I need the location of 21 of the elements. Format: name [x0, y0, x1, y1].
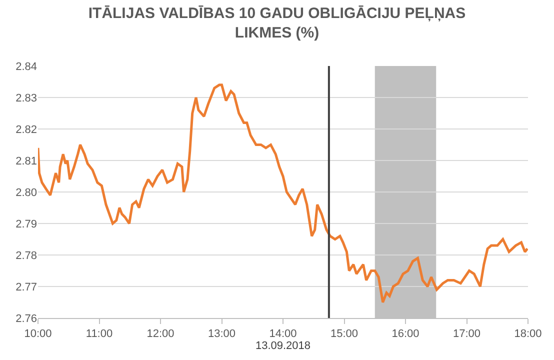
y-tick-label: 2.83	[16, 92, 37, 104]
x-tick-label: 12:00	[146, 328, 174, 340]
x-tick-label: 17:00	[452, 328, 481, 340]
y-tick-label: 2.80	[16, 186, 37, 199]
x-tick-label: 10:00	[24, 328, 52, 340]
x-tick-label: 14:00	[269, 328, 297, 340]
y-tick-label: 2.84	[16, 60, 37, 73]
y-tick-label: 2.76	[16, 312, 37, 325]
y-tick-label: 2.82	[16, 124, 37, 136]
x-tick-label: 18:00	[514, 328, 542, 340]
x-tick-label: 13:00	[208, 328, 236, 340]
y-tick-label: 2.79	[16, 218, 37, 230]
y-tick-label: 2.78	[16, 250, 37, 262]
y-tick-label: 2.81	[16, 155, 37, 168]
x-axis-title: 13.09.2018	[255, 340, 311, 352]
x-tick-label: 15:00	[330, 328, 358, 340]
line-series	[38, 84, 528, 304]
x-tick-label: 16:00	[392, 328, 420, 340]
chart-title: ITĀLIJAS VALDĪBAS 10 GADU OBLIGĀCIJU PEĻŅAS LIKMES (%)	[88, 5, 466, 42]
x-tick-label: 11:00	[86, 328, 113, 340]
y-tick-label: 2.77	[16, 281, 37, 294]
